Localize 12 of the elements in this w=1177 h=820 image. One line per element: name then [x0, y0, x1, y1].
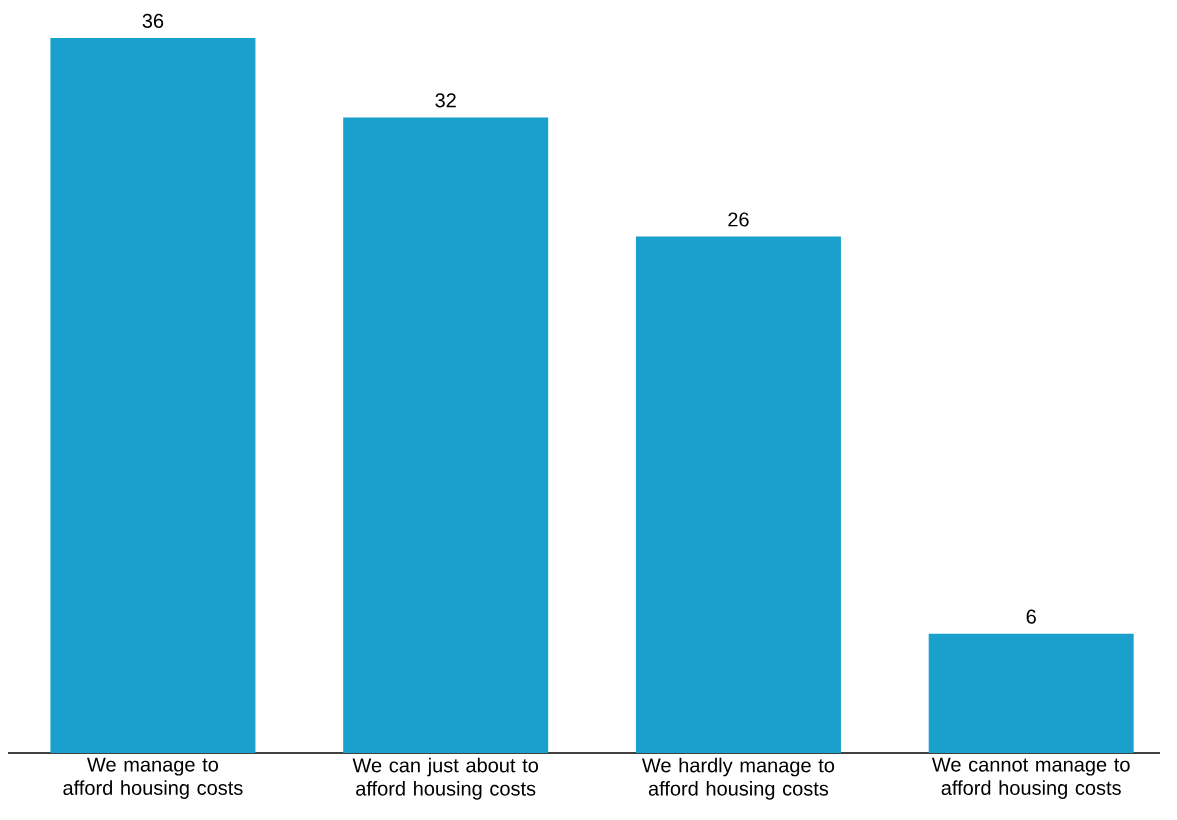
bar	[928, 633, 1134, 753]
x-tick-label: We hardly manage to afford housing costs	[641, 757, 835, 800]
x-tick-label: We manage to afford housing costs	[63, 757, 243, 799]
bar	[635, 236, 841, 753]
data-label: 32	[435, 93, 456, 108]
x-tick-label: We cannot manage to afford housing costs	[931, 757, 1130, 799]
data-label: 36	[142, 13, 164, 28]
x-tick-label: We can just about to afford housing costs	[352, 757, 539, 800]
bar	[50, 37, 256, 753]
bar	[343, 117, 549, 753]
data-label: 6	[1026, 609, 1036, 624]
data-label: 26	[728, 212, 749, 227]
